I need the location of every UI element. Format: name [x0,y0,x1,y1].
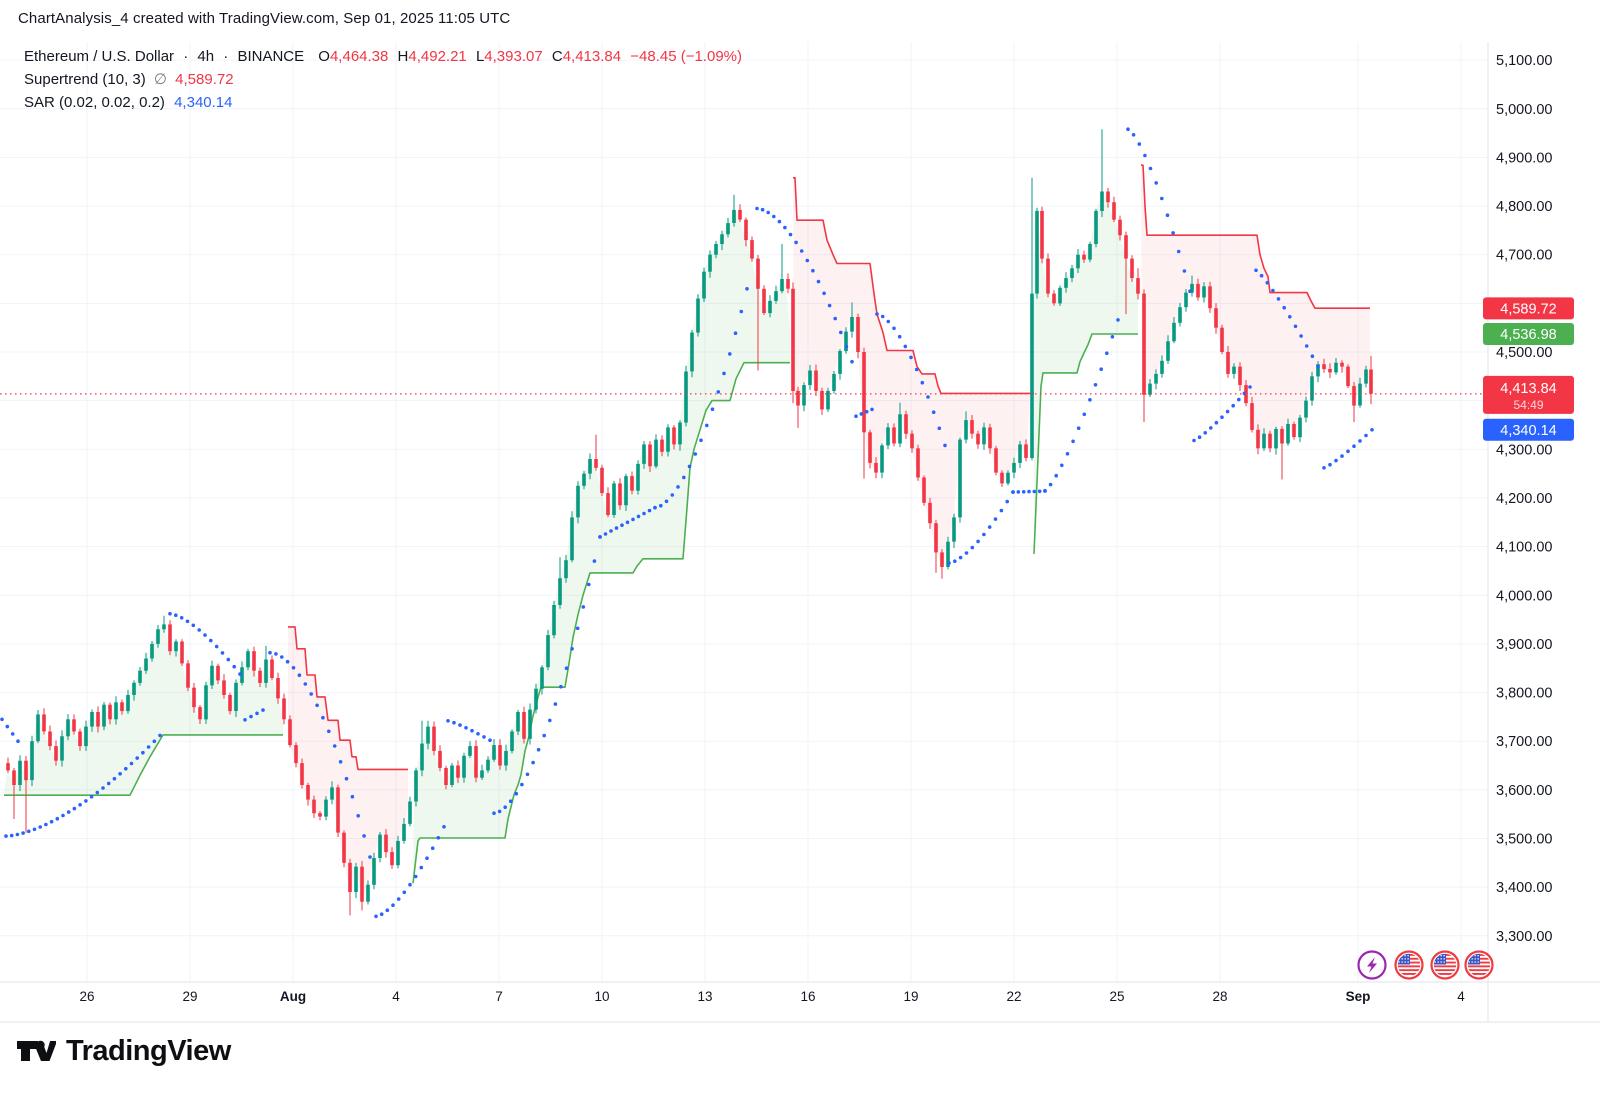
sar-name[interactable]: SAR (0.02, 0.02, 0.2) [24,94,165,111]
svg-text:25: 25 [1109,989,1124,1004]
close-value: 4,413.84 [562,48,622,65]
svg-text:16: 16 [800,989,815,1004]
svg-text:4,413.84: 4,413.84 [1500,381,1556,397]
open-label: O [318,48,330,65]
svg-text:5,000.00: 5,000.00 [1496,102,1552,118]
sar-dots [0,127,1374,919]
svg-text:4,589.72: 4,589.72 [1500,301,1556,317]
svg-text:3,300.00: 3,300.00 [1496,929,1552,945]
svg-text:5,100.00: 5,100.00 [1496,53,1552,69]
tradingview-logo[interactable]: TradingView [16,1034,231,1068]
svg-text:4,900.00: 4,900.00 [1496,150,1552,166]
svg-text:13: 13 [697,989,712,1004]
supertrend-down-value-badge [1483,297,1574,320]
svg-text:4,500.00: 4,500.00 [1496,345,1552,361]
us-flag-icon[interactable] [1394,950,1424,980]
high-value: 4,492.21 [408,48,467,65]
svg-text:4,000.00: 4,000.00 [1496,588,1552,604]
supertrend-value: 4,589.72 [175,71,234,88]
svg-text:4,536.98: 4,536.98 [1500,327,1556,343]
low-label: L [475,48,485,65]
supertrend-up-value-badge [1483,323,1574,345]
svg-text:4: 4 [392,989,400,1004]
separator: · [223,48,229,65]
change-value: −48.45 (−1.09%) [630,48,742,65]
svg-text:4,100.00: 4,100.00 [1496,540,1552,556]
svg-text:3,700.00: 3,700.00 [1496,734,1552,750]
svg-text:22: 22 [1006,989,1021,1004]
legend-symbol-row[interactable]: Ethereum / U.S. Dollar · 4h · BINANCE O4… [24,46,742,68]
supertrend-name[interactable]: Supertrend (10, 3) [24,71,146,88]
svg-text:10: 10 [594,989,609,1004]
svg-text:3,500.00: 3,500.00 [1496,832,1552,848]
svg-text:Sep: Sep [1346,989,1371,1004]
us-flag-icon[interactable] [1430,950,1460,980]
chart-legend: Ethereum / U.S. Dollar · 4h · BINANCE O4… [24,46,742,115]
legend-sar-row[interactable]: SAR (0.02, 0.02, 0.2) 4,340.14 [24,92,742,114]
us-flag-icon[interactable] [1464,950,1494,980]
supertrend-marker-icon: ∅ [153,71,167,88]
supertrend-fills [4,165,1370,897]
tradingview-logo-icon [17,1040,56,1061]
open-value: 4,464.38 [329,48,389,65]
chart-stickers[interactable] [1357,950,1494,980]
sar-value-badge [1483,418,1574,441]
svg-text:29: 29 [182,989,197,1004]
svg-text:26: 26 [79,989,94,1004]
svg-text:4,200.00: 4,200.00 [1496,491,1552,507]
tradingview-logo-text: TradingView [66,1034,231,1067]
interval-label[interactable]: 4h [197,48,215,65]
svg-text:4,340.14: 4,340.14 [1500,423,1556,439]
chart-grid [0,42,1488,982]
symbol-name[interactable]: Ethereum / U.S. Dollar [24,48,175,65]
svg-text:4,300.00: 4,300.00 [1496,442,1552,458]
separator: · [183,48,189,65]
svg-text:19: 19 [903,989,918,1004]
close-label: C [551,48,563,65]
svg-text:4,700.00: 4,700.00 [1496,248,1552,264]
candles-layer [6,129,1373,916]
svg-text:3,400.00: 3,400.00 [1496,880,1552,896]
price-axis[interactable]: 3,300.00 3,400.00 3,500.00 3,600.00 3,700.00… [1496,53,1552,945]
svg-text:4,800.00: 4,800.00 [1496,199,1552,215]
lightning-icon[interactable] [1357,950,1387,980]
svg-text:7: 7 [495,989,503,1004]
svg-text:3,900.00: 3,900.00 [1496,637,1552,653]
svg-text:3,600.00: 3,600.00 [1496,783,1552,799]
current-price-badge [1483,375,1574,414]
exchange-label: BINANCE [237,48,305,65]
page-title: ChartAnalysis_4 created with TradingView… [18,10,511,27]
svg-text:28: 28 [1212,989,1227,1004]
sar-value: 4,340.14 [174,94,233,111]
svg-text:3,800.00: 3,800.00 [1496,686,1552,702]
candle-countdown: 54:49 [1513,398,1543,412]
time-axis[interactable]: 26 29 Aug 4 7 10 13 16 19 22 25 28 Sep 4 [79,989,1465,1004]
svg-text:Aug: Aug [280,989,306,1004]
high-label: H [397,48,409,65]
svg-text:4: 4 [1457,989,1465,1004]
legend-supertrend-row[interactable]: Supertrend (10, 3) ∅ 4,589.72 [24,69,742,91]
low-value: 4,393.07 [484,48,543,65]
